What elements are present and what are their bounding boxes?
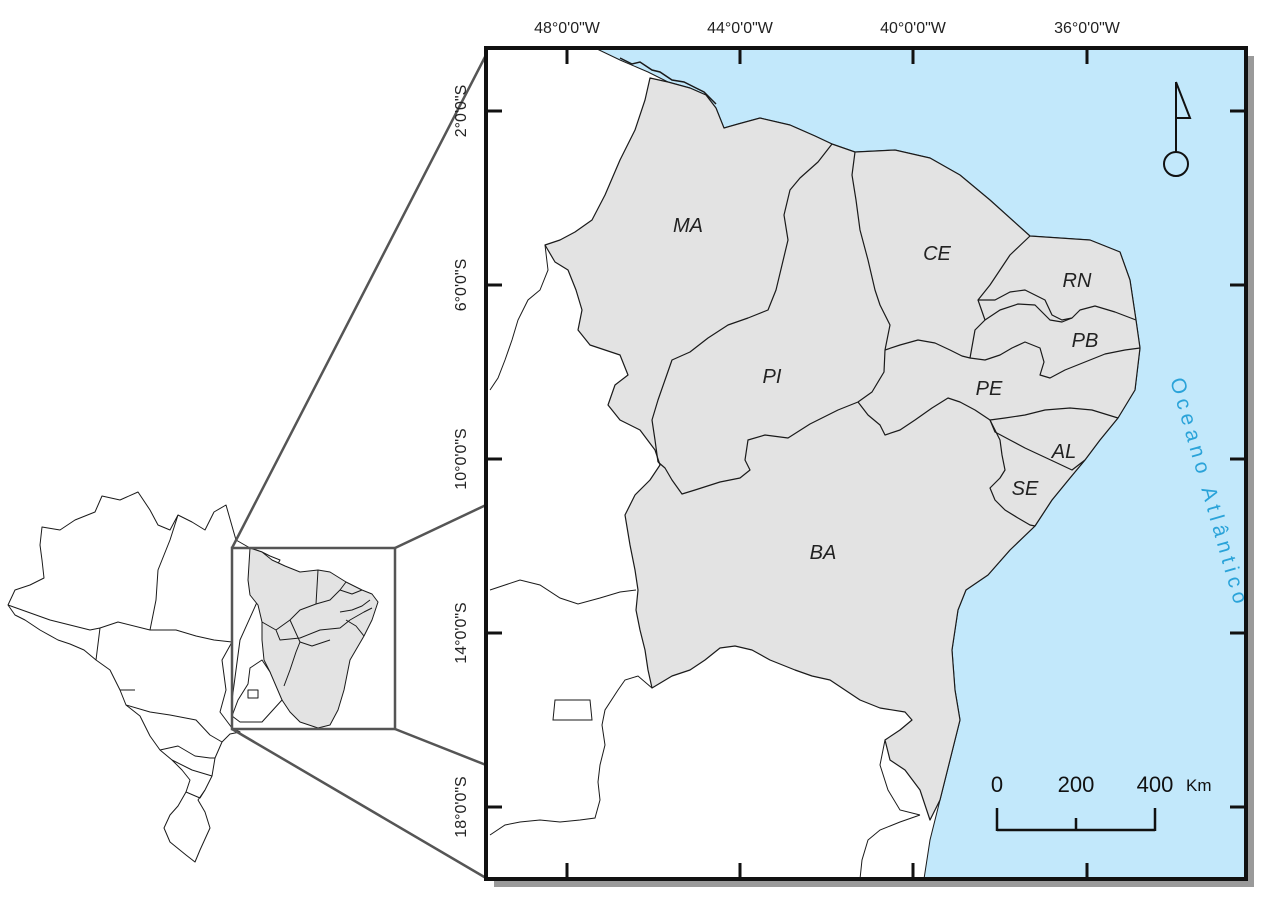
latitude-label: 18°0'0"S (453, 776, 470, 837)
scale-tick-400: 400 (1137, 772, 1174, 797)
longitude-label: 44°0'0"W (707, 20, 774, 37)
scale-tick-200: 200 (1058, 772, 1095, 797)
main-map: 48°0'0"W 44°0'0"W 40°0'0"W 36°0'0"W 2°0'… (453, 20, 1254, 887)
state-label-se: SE (1012, 478, 1039, 500)
inset-region-borders (261, 569, 373, 687)
state-label-ma: MA (673, 215, 703, 237)
state-label-ba: BA (810, 542, 837, 564)
state-label-al: AL (1051, 441, 1076, 463)
state-label-ce: CE (923, 243, 951, 265)
brazil-inset-map (7, 491, 379, 863)
state-label-rn: RN (1063, 270, 1092, 292)
latitude-label: 6°0'0"S (453, 259, 470, 312)
frame-ticks (486, 48, 1246, 879)
state-borders (651, 143, 1141, 527)
longitude-label: 48°0'0"W (534, 20, 601, 37)
map-frame (484, 46, 1248, 881)
coastal-islands (619, 57, 717, 105)
north-arrow-icon (1163, 81, 1192, 177)
inset-region-shaded (247, 547, 379, 729)
scale-unit: Km (1186, 776, 1212, 795)
inset-state-borders (7, 514, 233, 799)
longitude-label: 36°0'0"W (1054, 20, 1121, 37)
state-label-pe: PE (976, 378, 1003, 400)
scale-tick-0: 0 (991, 772, 1003, 797)
state-label-pb: PB (1072, 330, 1099, 352)
outside-borders (489, 244, 921, 880)
scale-bar: 0 200 400 Km (991, 772, 1212, 832)
inset-zoom-box (230, 546, 397, 731)
inset-small-square (247, 689, 259, 699)
latitude-label: 10°0'0"S (453, 428, 470, 489)
latitude-labels: 2°0'0"S 6°0'0"S 10°0'0"S 14°0'0"S 18°0'0… (453, 85, 470, 838)
brazil-outline (7, 491, 281, 863)
nordeste-region (544, 77, 1141, 821)
state-labels: MA PI CE RN PB PE AL SE BA (673, 215, 1098, 564)
latitude-label: 14°0'0"S (453, 602, 470, 663)
longitude-labels: 48°0'0"W 44°0'0"W 40°0'0"W 36°0'0"W (534, 20, 1121, 37)
zoom-connector-lines (230, 54, 488, 880)
state-label-pi: PI (763, 366, 782, 388)
longitude-label: 40°0'0"W (880, 20, 947, 37)
latitude-label: 2°0'0"S (453, 85, 470, 138)
